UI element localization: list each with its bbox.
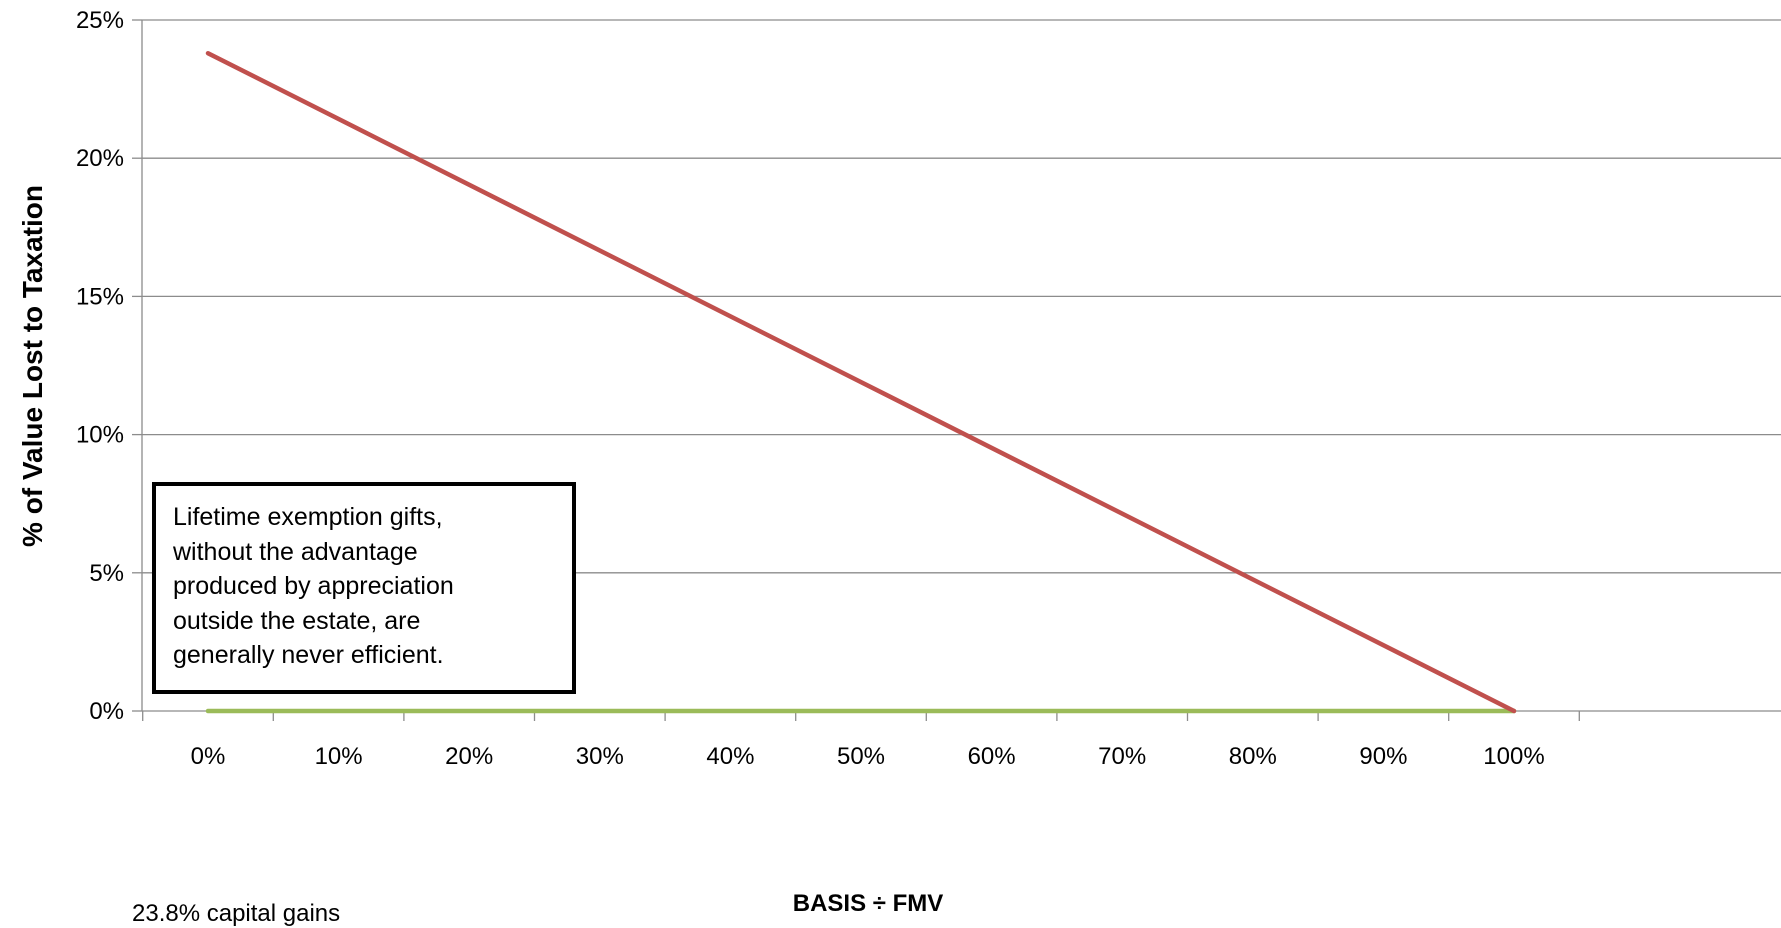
x-axis-title: BASIS ÷ FMV [793, 890, 944, 917]
footnote: 23.8% capital gains [132, 900, 341, 927]
y-tick-label: 15% [76, 283, 124, 310]
y-tick-label: 0% [89, 698, 124, 725]
annotation-box: Lifetime exemption gifts, without the ad… [152, 482, 576, 694]
x-tick-label: 90% [1359, 743, 1407, 770]
x-tick-label: 10% [315, 743, 363, 770]
x-tick-label: 70% [1098, 743, 1146, 770]
x-tick-label: 20% [445, 743, 493, 770]
y-tick-label: 5% [89, 560, 124, 587]
x-tick-label: 60% [968, 743, 1016, 770]
x-tick-label: 50% [837, 743, 885, 770]
y-tick-label: 20% [76, 145, 124, 172]
x-tick-label: 0% [191, 743, 226, 770]
annotation-line: outside the estate, are [173, 606, 421, 635]
x-tick-label: 30% [576, 743, 624, 770]
y-tick-labels: 0% 5% 10% 15% 20% 25% [76, 7, 124, 725]
annotation-line: produced by appreciation [173, 572, 454, 600]
x-tick-label: 80% [1229, 743, 1277, 770]
annotation-line: Lifetime exemption gifts, [173, 503, 443, 531]
series-line [205, 50, 1517, 714]
y-axis-title: % of Value Lost to Taxation [17, 185, 48, 547]
x-tick-label: 40% [706, 743, 754, 770]
y-tick-label: 25% [76, 7, 124, 34]
y-tick-label: 10% [76, 422, 124, 449]
annotation-line: generally never efficient. [173, 641, 444, 669]
x-tick-labels: 0% 10% 20% 30% 40% 50% 60% 70% 80% 90% 100% [191, 743, 1545, 770]
x-tick-label: 100% [1483, 743, 1544, 770]
annotation-line: without the advantage [173, 537, 418, 566]
series-layer [205, 50, 1517, 714]
